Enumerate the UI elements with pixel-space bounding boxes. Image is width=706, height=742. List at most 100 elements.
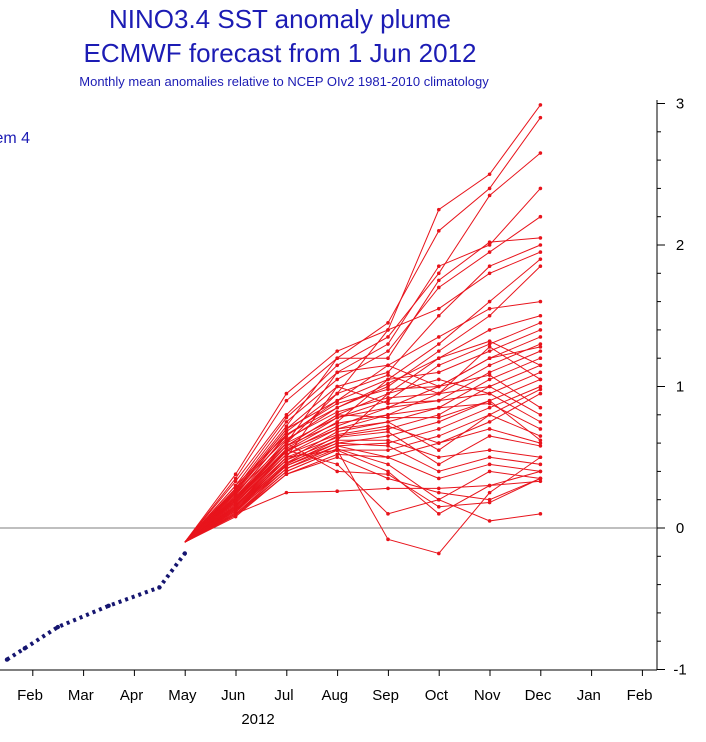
forecast-point xyxy=(437,313,441,318)
forecast-member-line xyxy=(184,364,541,543)
forecast-member-line xyxy=(184,340,541,543)
forecast-point xyxy=(437,486,441,491)
forecast-point xyxy=(335,421,340,426)
forecast-point xyxy=(437,278,441,283)
forecast-point xyxy=(487,490,492,495)
forecast-member-line xyxy=(184,449,541,543)
forecast-point xyxy=(437,420,441,424)
forecast-point xyxy=(233,493,238,498)
forecast-point xyxy=(335,370,340,375)
forecast-member-line xyxy=(184,449,541,543)
forecast-point xyxy=(487,193,492,198)
forecast-point xyxy=(538,342,543,346)
x-tick-label: Apr xyxy=(120,687,143,704)
forecast-point xyxy=(538,257,543,261)
forecast-point xyxy=(284,415,289,420)
forecast-point xyxy=(386,476,390,481)
forecast-point xyxy=(335,444,340,448)
forecast-point xyxy=(335,438,340,443)
forecast-member-line xyxy=(184,439,541,543)
forecast-point xyxy=(335,363,340,368)
forecast-point xyxy=(386,391,390,396)
x-tick-label: Feb xyxy=(627,687,653,704)
y-tick-label: 3 xyxy=(676,96,684,113)
forecast-member-line xyxy=(184,371,541,543)
forecast-member-line xyxy=(184,104,541,543)
forecast-point xyxy=(386,537,390,542)
forecast-point xyxy=(284,444,289,448)
forecast-point xyxy=(487,398,492,403)
forecast-point xyxy=(386,401,390,406)
observed-series xyxy=(4,551,187,662)
forecast-point xyxy=(538,434,543,438)
forecast-point xyxy=(437,207,441,212)
forecast-point xyxy=(538,356,543,361)
y-tick-label: 2 xyxy=(676,237,684,254)
forecast-point xyxy=(487,391,492,396)
forecast-point xyxy=(437,455,441,460)
forecast-member-line xyxy=(184,448,541,543)
forecast-point xyxy=(335,455,340,460)
forecast-point xyxy=(335,469,340,474)
forecast-member-line xyxy=(184,386,541,543)
forecast-point xyxy=(487,377,492,382)
forecast-point xyxy=(437,497,441,502)
forecast-point xyxy=(487,186,492,191)
x-tick-label: Mar xyxy=(68,687,94,704)
forecast-point xyxy=(284,452,289,457)
forecast-point xyxy=(335,427,340,431)
forecast-member-line xyxy=(184,442,541,543)
forecast-point xyxy=(437,271,441,276)
forecast-point xyxy=(233,496,238,501)
forecast-point xyxy=(284,420,289,424)
forecast-point xyxy=(538,455,543,460)
forecast-point xyxy=(386,384,390,389)
forecast-point xyxy=(386,469,390,474)
forecast-point xyxy=(538,444,543,448)
forecast-point xyxy=(233,499,238,503)
forecast-point xyxy=(386,455,390,460)
forecast-point xyxy=(284,458,289,462)
forecast-point xyxy=(437,264,441,269)
forecast-point xyxy=(386,462,390,467)
forecast-point xyxy=(386,349,390,353)
forecast-point xyxy=(487,172,492,177)
forecast-point xyxy=(233,489,238,494)
observed-point xyxy=(55,624,60,630)
x-tick-label: Feb xyxy=(17,687,43,704)
forecast-point xyxy=(386,438,390,443)
x-tick-label: Sep xyxy=(372,687,399,704)
forecast-point xyxy=(386,512,390,516)
forecast-point xyxy=(538,313,543,318)
forecast-point xyxy=(386,441,390,445)
forecast-point xyxy=(538,469,543,474)
forecast-point xyxy=(284,461,289,465)
forecast-point xyxy=(386,472,390,477)
forecast-point xyxy=(437,342,441,346)
forecast-point xyxy=(437,476,441,481)
forecast-members xyxy=(184,103,543,556)
forecast-member-line xyxy=(184,251,541,543)
forecast-point xyxy=(487,313,492,318)
x-tick-label: May xyxy=(168,687,197,704)
forecast-point xyxy=(233,509,238,513)
forecast-point xyxy=(437,285,441,290)
forecast-point xyxy=(386,342,390,346)
x-tick-label: Jan xyxy=(577,687,601,704)
forecast-member-line xyxy=(184,449,541,555)
forecast-point xyxy=(538,441,543,445)
forecast-point xyxy=(487,462,492,467)
forecast-point xyxy=(538,115,543,120)
forecast-point xyxy=(284,463,289,468)
forecast-point xyxy=(386,486,390,491)
forecast-point xyxy=(335,384,340,389)
forecast-point xyxy=(538,462,543,467)
forecast-point xyxy=(233,483,238,488)
legend-system-label: stem 4 xyxy=(0,130,31,147)
forecast-point xyxy=(437,391,441,396)
forecast-point xyxy=(284,391,289,396)
y-tick-label: -1 xyxy=(673,662,686,679)
x-tick-label: Dec xyxy=(525,687,552,704)
forecast-point xyxy=(538,264,543,269)
